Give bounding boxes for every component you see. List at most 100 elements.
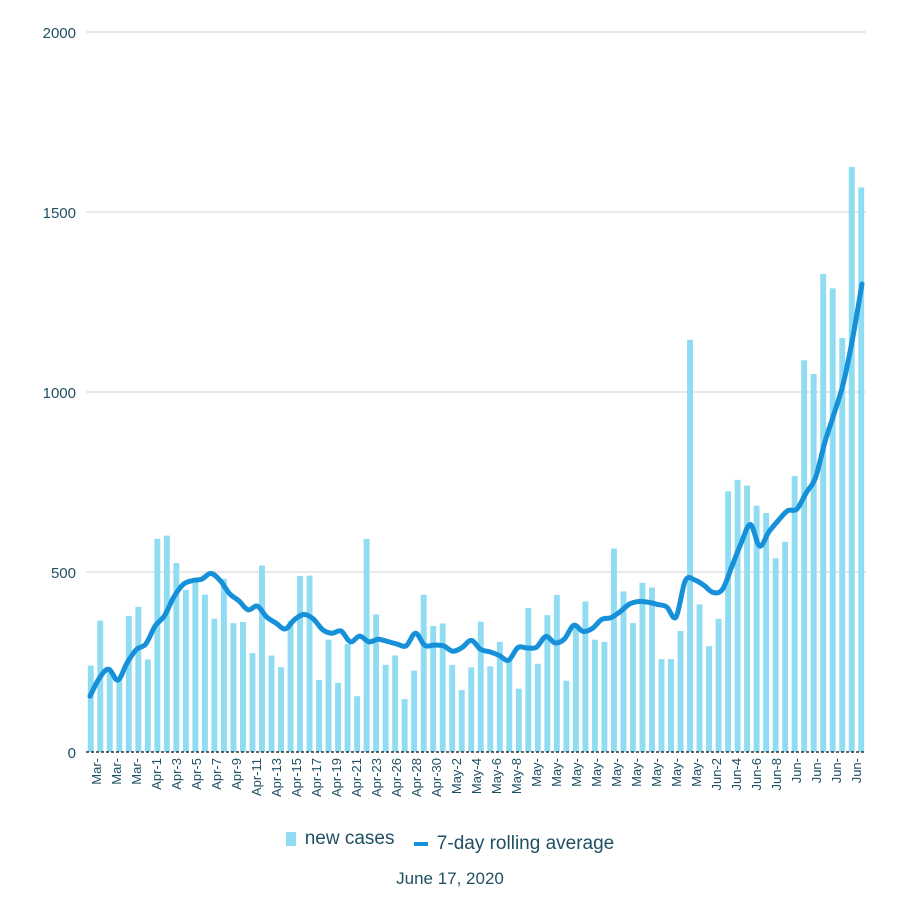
bar (848, 167, 855, 752)
x-tick-label: May- (629, 758, 644, 787)
bar (553, 595, 560, 752)
x-tick-label: Apr-7 (209, 758, 224, 790)
x-tick-label: May-4 (469, 758, 484, 794)
x-tick-label: Jun-8 (769, 758, 784, 791)
bar (163, 535, 170, 752)
bar (306, 575, 313, 752)
x-tick-label: Jun-2 (709, 758, 724, 791)
bar (810, 374, 817, 752)
legend-swatch-line (413, 842, 428, 846)
bar (506, 658, 513, 752)
bar (268, 655, 275, 752)
legend-item-new-cases[interactable]: new cases (285, 828, 395, 850)
legend: new cases 7-day rolling average (0, 828, 900, 855)
bar (791, 475, 798, 752)
x-tick-label: Apr-11 (249, 758, 264, 796)
y-tick-label: 1500 (43, 205, 76, 222)
bar (278, 667, 284, 752)
bar (610, 548, 617, 752)
bar (297, 575, 303, 752)
bar-series-new-cases (87, 167, 865, 752)
x-tick-label: Apr-17 (309, 758, 324, 797)
x-tick-label: May- (529, 758, 544, 787)
x-tick-label: Jun- (789, 758, 804, 783)
bar (563, 680, 570, 752)
bar (97, 620, 104, 752)
bar (430, 626, 437, 752)
x-axis: Mar- Mar- Mar- Apr-1 Apr-3 Apr-5 Apr-7 Apr-9 Apr… (86, 751, 866, 797)
x-tick-label: Mar- (129, 758, 144, 785)
bar (259, 565, 265, 752)
bar (763, 512, 770, 752)
x-tick-label: Apr-30 (429, 758, 444, 797)
y-tick-label: 0 (68, 745, 76, 762)
legend-item-rolling-average[interactable]: 7-day rolling average (413, 833, 615, 855)
bar (591, 639, 598, 752)
bar (601, 641, 608, 752)
x-tick-label: May- (649, 758, 664, 787)
x-tick-label: Jun- (849, 758, 864, 783)
x-tick-label: May- (569, 758, 584, 787)
legend-swatch-bar (285, 832, 296, 846)
x-tick-label: Apr-3 (169, 758, 184, 790)
bar (753, 505, 760, 752)
x-tick-label: Apr-19 (329, 758, 344, 797)
x-tick-label: May-6 (489, 758, 504, 794)
y-axis-tick-labels: 0 500 1000 1500 2000 (43, 25, 76, 762)
x-tick-label: Apr-26 (389, 758, 404, 797)
bar (572, 625, 579, 752)
bar (201, 594, 208, 752)
bar (449, 664, 456, 752)
bar (782, 541, 789, 752)
bar (858, 187, 865, 752)
x-tick-label: May- (549, 758, 564, 787)
bar (106, 669, 113, 752)
bar (240, 622, 246, 752)
bar (668, 659, 674, 752)
bar (173, 563, 180, 752)
bar (144, 659, 151, 752)
bar (220, 578, 227, 752)
x-tick-label: Apr-9 (229, 758, 244, 790)
x-tick-label: May-8 (509, 758, 524, 794)
bar (515, 688, 522, 752)
bar (744, 485, 751, 752)
bar (116, 678, 123, 752)
bar (658, 659, 665, 752)
bar (182, 590, 189, 752)
line-series-rolling-average (87, 281, 865, 699)
rolling-average-line (87, 281, 865, 699)
x-tick-label: Jun- (829, 758, 844, 783)
bar (630, 623, 636, 752)
bar (411, 670, 418, 752)
bar (363, 538, 370, 752)
bar (544, 615, 551, 752)
bar (211, 618, 218, 752)
bar (287, 620, 294, 752)
x-tick-label: Apr-23 (369, 758, 384, 797)
bar (820, 273, 827, 752)
legend-label-rolling-average: 7-day rolling average (436, 833, 615, 854)
bar (458, 690, 465, 752)
bar (135, 606, 142, 752)
x-tick-label: May- (609, 758, 624, 787)
bar (439, 623, 446, 752)
x-tick-label: May- (589, 758, 604, 787)
bar (639, 582, 646, 752)
bar (696, 604, 703, 752)
bar (477, 621, 484, 752)
bar (392, 655, 399, 752)
y-tick-label: 1000 (43, 385, 76, 402)
x-tick-label: Apr-1 (149, 758, 164, 790)
bar (687, 339, 693, 752)
bar (230, 623, 237, 752)
bar (677, 631, 684, 752)
bar (192, 582, 199, 752)
bar (468, 667, 475, 752)
bar (534, 663, 541, 752)
bar (382, 664, 389, 752)
bar (706, 646, 712, 752)
bar (344, 644, 351, 752)
bar (354, 696, 361, 752)
